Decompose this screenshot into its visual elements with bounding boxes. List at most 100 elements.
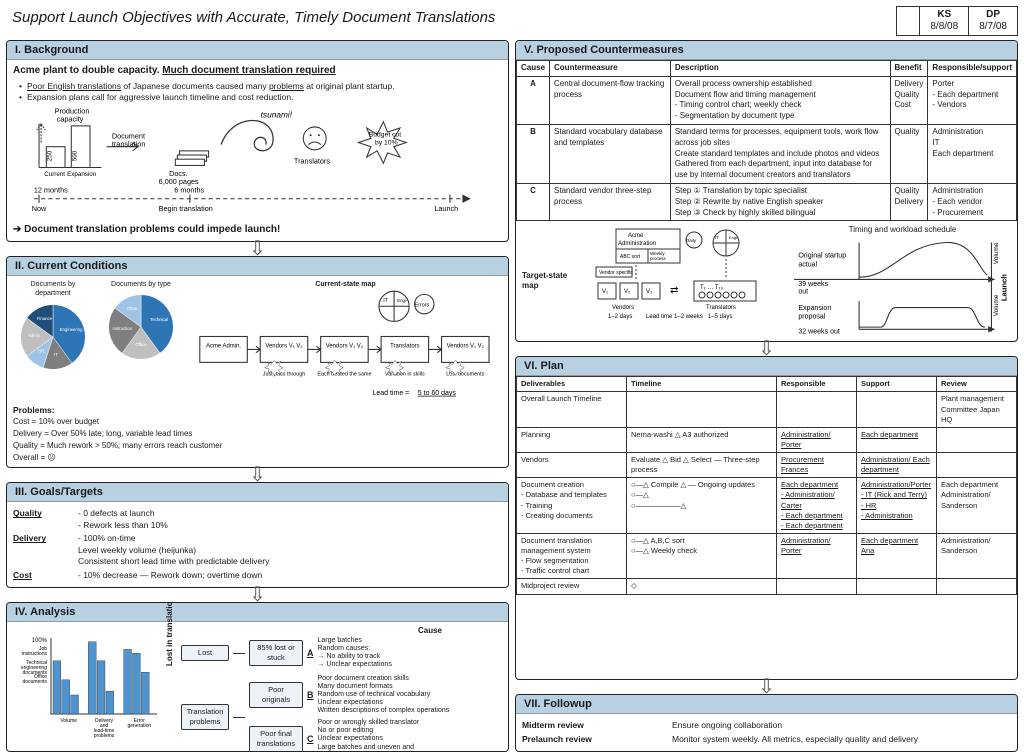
panel-background: I. Background Acme plant to double capac…	[6, 40, 509, 242]
bg-headline-2: Much document translation required	[162, 65, 335, 76]
a3-page: I. Background Acme plant to double capac…	[6, 40, 1018, 752]
svg-text:Each treated the same: Each treated the same	[317, 372, 371, 378]
pie-chart-type: TechnicalOfficeInstructionOther	[103, 289, 179, 365]
svg-text:Now: Now	[32, 205, 47, 214]
svg-text:Deliveryandlead-timeproblems: Deliveryandlead-timeproblems	[94, 718, 115, 739]
svg-text:39 weeks: 39 weeks	[798, 281, 828, 288]
left-column: I. Background Acme plant to double capac…	[6, 40, 509, 752]
svg-text:Translators: Translators	[390, 344, 419, 350]
current-state-map: Current-state map ITEngi- Errors Acme Ad…	[189, 280, 502, 401]
bg-bullet-2: Expansion plans call for aggressive laun…	[13, 92, 502, 103]
right-column: V. Proposed Countermeasures CauseCounter…	[515, 40, 1018, 752]
panel-countermeasures: V. Proposed Countermeasures CauseCounter…	[515, 40, 1018, 342]
signoff-2: DP 8/7/08	[969, 6, 1018, 36]
heading-plan: VI. Plan	[516, 357, 1017, 376]
svg-text:Expansion: Expansion	[67, 171, 97, 178]
svg-text:T₁ … T₁₀: T₁ … T₁₀	[700, 285, 724, 291]
svg-text:tsunami!: tsunami!	[261, 110, 293, 120]
svg-text:translation: translation	[112, 140, 146, 149]
svg-text:Vendors: Vendors	[612, 305, 634, 311]
target-map-label: Target-state map	[522, 271, 568, 293]
svg-text:250: 250	[47, 151, 54, 162]
svg-text:Begin translation: Begin translation	[159, 205, 213, 214]
problem-1: Cost = 10% over budget	[13, 417, 99, 426]
problems-label: Problems:	[13, 405, 55, 415]
svg-text:Acme Admin.: Acme Admin.	[206, 344, 241, 350]
panel-current: II. Current Conditions Documents by depa…	[6, 256, 509, 468]
problem-2: Delivery = Over 50% late; long, variable…	[13, 429, 192, 438]
svg-text:proposal: proposal	[798, 314, 825, 321]
svg-text:Volume: Volume	[60, 718, 77, 724]
panel-analysis: IV. Analysis 100% Volume Deliveryandlead-t…	[6, 602, 509, 752]
svg-text:by 10%: by 10%	[375, 140, 398, 147]
heading-background: I. Background	[7, 41, 508, 60]
svg-text:Jobinstructions: Jobinstructions	[22, 646, 48, 657]
svg-text:Engi-: Engi-	[397, 298, 408, 303]
svg-text:100%: 100%	[32, 638, 48, 644]
page-title: Support Launch Objectives with Accurate,…	[6, 6, 501, 29]
svg-text:Other: Other	[127, 306, 138, 311]
panel-followup: VII. Followup Midterm reviewEnsure ongoi…	[515, 694, 1018, 752]
svg-text:Engi-: Engi-	[729, 235, 739, 240]
svg-text:Vendors V₁ V₂: Vendors V₁ V₂	[326, 344, 363, 350]
svg-text:HR,: HR,	[38, 348, 45, 353]
title-bar: Support Launch Objectives with Accurate,…	[6, 6, 1018, 36]
timing-schedule: Timing and workload schedule Original st…	[794, 225, 1011, 337]
svg-text:capacity: capacity	[57, 115, 84, 124]
svg-text:Instruction: Instruction	[112, 326, 132, 331]
bg-headline-1: Acme plant to double capacity.	[13, 65, 160, 76]
svg-text:Vendor specific: Vendor specific	[599, 270, 633, 276]
pie-chart-dept: Engineering IT HR, Admin Finance	[15, 299, 91, 375]
svg-text:Admin: Admin	[28, 333, 41, 338]
svg-text:Translators: Translators	[294, 157, 330, 166]
svg-text:12 months: 12 months	[34, 186, 68, 195]
pie2-container: Documents by type TechnicalOfficeInstruc…	[101, 280, 181, 369]
svg-text:⇄: ⇄	[670, 285, 678, 296]
svg-text:32 weeks out: 32 weeks out	[798, 329, 840, 334]
svg-text:Launch: Launch	[434, 205, 458, 214]
bg-footer: Document translation problems could impe…	[24, 224, 280, 235]
svg-text:Original startup: Original startup	[798, 253, 846, 260]
svg-text:Volume: Volume	[993, 242, 1000, 264]
signoff-empty	[896, 6, 921, 36]
down-arrow-icon: ⇩	[6, 244, 509, 254]
svg-text:Translators: Translators	[706, 305, 736, 311]
svg-text:V₁: V₁	[602, 289, 608, 295]
svg-text:IT: IT	[383, 298, 388, 304]
panel-plan: VI. Plan DeliverablesTimelineResponsible…	[515, 356, 1018, 680]
svg-text:Errors: Errors	[415, 303, 430, 309]
analysis-bar-chart: 100%VolumeDeliveryandlead-timeproblemsEr…	[13, 626, 163, 749]
svg-text:Lead time =: Lead time =	[372, 390, 409, 397]
current-map-svg: ITEngi- Errors Acme Admin.Vendors V₁ V₂J…	[189, 289, 502, 397]
heading-followup: VII. Followup	[516, 695, 1017, 714]
svg-text:V₃: V₃	[646, 289, 653, 295]
svg-text:Budget cut: Budget cut	[369, 132, 401, 139]
svg-text:Technical: Technical	[150, 317, 168, 322]
svg-text:6 months: 6 months	[174, 186, 204, 195]
svg-text:ABC sort: ABC sort	[620, 254, 641, 260]
svg-text:Finance: Finance	[37, 316, 53, 321]
arrow-icon: ➔	[13, 224, 24, 235]
svg-text:actual: actual	[798, 262, 817, 269]
target-state-map: AcmeAdministration ABC sort Weeklyproces…	[576, 225, 786, 320]
svg-text:Administration: Administration	[618, 241, 656, 247]
svg-text:V₂: V₂	[624, 289, 631, 295]
svg-text:Variation in skills: Variation in skills	[385, 372, 425, 378]
down-arrow-icon: ⇩	[6, 470, 509, 480]
signoff-1: KS 8/8/08	[920, 6, 969, 36]
heading-current: II. Current Conditions	[7, 257, 508, 276]
background-diagram: Production capacity 250 500 Current Expa…	[13, 103, 502, 217]
svg-text:Vendors V₁ V₂: Vendors V₁ V₂	[447, 344, 484, 350]
svg-text:process: process	[650, 256, 667, 261]
svg-text:1–2 days: 1–2 days	[608, 314, 632, 320]
heading-analysis: IV. Analysis	[7, 603, 508, 622]
bg-bullet-1: Poor English translations of Japanese do…	[13, 81, 502, 92]
svg-text:Vendors V₁ V₂: Vendors V₁ V₂	[265, 344, 302, 350]
heading-goals: III. Goals/Targets	[7, 483, 508, 502]
problem-3: Quality = Much rework > 50%; many errors…	[13, 441, 222, 450]
svg-text:Engineering: Engineering	[60, 327, 83, 332]
pie1-container: Documents by department EngineeringITHR,…	[13, 280, 93, 378]
svg-text:IT: IT	[54, 351, 58, 356]
plan-table: DeliverablesTimelineResponsibleSupportRe…	[516, 376, 1017, 594]
signoffs: KS 8/8/08 DP 8/7/08	[896, 6, 1018, 36]
